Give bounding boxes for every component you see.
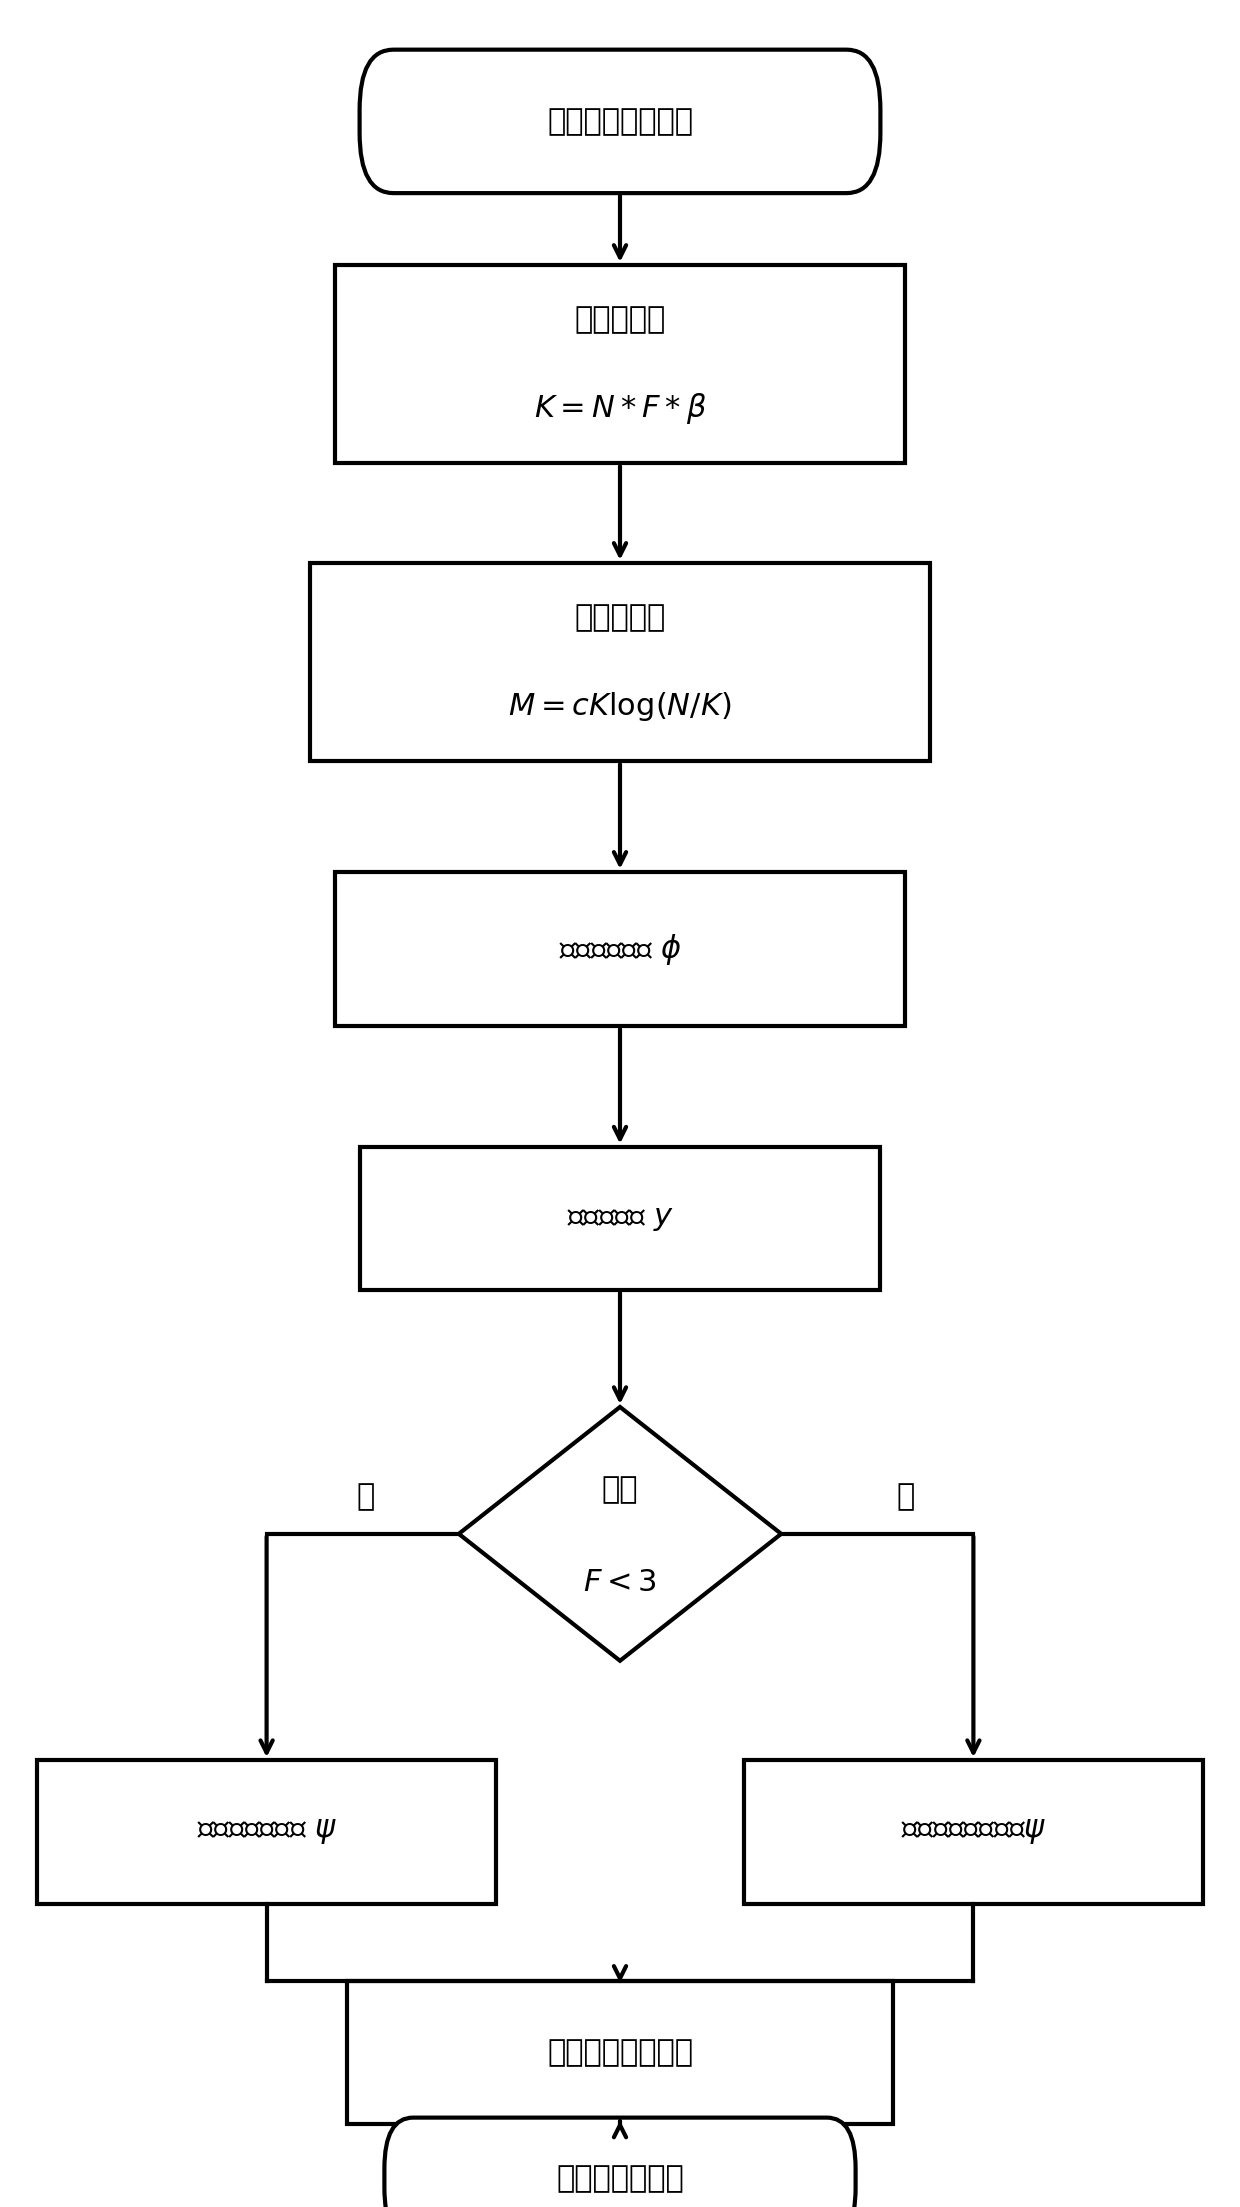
Bar: [347, 1982, 893, 2123]
Text: 读取分级后的数据: 读取分级后的数据: [547, 106, 693, 137]
Text: 否: 否: [897, 1481, 914, 1512]
Text: 是: 是: [357, 1481, 374, 1512]
Text: 级别: 级别: [601, 1474, 639, 1505]
Text: 得到观测值 $y$: 得到观测值 $y$: [567, 1203, 673, 1234]
Text: $M = cK\log(N / K)$: $M = cK\log(N / K)$: [508, 691, 732, 722]
Bar: [335, 872, 905, 1026]
Polygon shape: [459, 1408, 781, 1662]
Text: 正交匹配追踪算法: 正交匹配追踪算法: [547, 2037, 693, 2068]
Bar: [37, 1761, 496, 1902]
Text: 构造观测矩阵 $\phi$: 构造观测矩阵 $\phi$: [558, 931, 682, 967]
Bar: [335, 265, 905, 463]
Bar: [360, 1148, 880, 1289]
Bar: [744, 1761, 1203, 1902]
FancyBboxPatch shape: [384, 2119, 856, 2207]
Text: 确定稀疏性: 确定稀疏性: [574, 305, 666, 335]
Text: 离散余弦变换基 $\psi$: 离散余弦变换基 $\psi$: [197, 1816, 336, 1847]
Text: $K = N*F*\beta$: $K = N*F*\beta$: [533, 391, 707, 426]
Text: 离散傅里叶变换基$\psi$: 离散傅里叶变换基$\psi$: [900, 1816, 1047, 1847]
Text: $F < 3$: $F < 3$: [583, 1567, 657, 1598]
Text: 确定观测值: 确定观测值: [574, 603, 666, 633]
Text: 重构得到的数据: 重构得到的数据: [556, 2163, 684, 2194]
Bar: [310, 563, 930, 761]
FancyBboxPatch shape: [360, 51, 880, 194]
